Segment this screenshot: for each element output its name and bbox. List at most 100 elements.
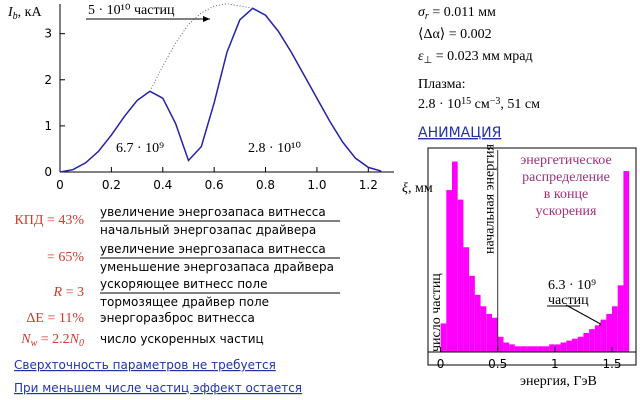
bar: [503, 342, 510, 352]
text-part: , мм: [408, 181, 433, 196]
bar: [457, 199, 464, 352]
text-part: R: [53, 285, 63, 300]
bar: [612, 306, 618, 352]
bar: [572, 338, 578, 352]
bar: [532, 346, 538, 352]
count-label: 6.3 · 10⁹: [548, 278, 596, 293]
annotation: 2.8 · 10¹⁰: [248, 141, 301, 156]
x-tick-label: 1.0: [307, 178, 326, 192]
bar: [446, 190, 452, 352]
denominator: начальный энергозапас драйвера: [100, 223, 316, 237]
x-tick-label: 1.2: [359, 178, 378, 192]
x-tick-label: 0: [56, 178, 64, 192]
link[interactable]: Сверхточность параметров не требуется: [14, 358, 276, 372]
x-tick-label: 0.2: [102, 178, 121, 192]
text-part: ε: [418, 49, 424, 64]
bar: [509, 344, 515, 352]
description: в конце: [544, 187, 588, 202]
text-part: ⊥: [424, 55, 433, 66]
text-part: I: [7, 5, 14, 20]
description: распределение: [522, 170, 610, 185]
bar: [566, 340, 572, 352]
bar: [480, 306, 487, 352]
ratio-label: КПД = 43%: [14, 213, 84, 228]
quantity-text: энергоразброс витнесса: [100, 311, 255, 325]
y-tick-label: 1: [44, 119, 52, 133]
text-part: 15: [461, 96, 471, 107]
annotation: 6.7 · 10⁹: [116, 141, 164, 156]
text-part: b: [13, 11, 18, 22]
bar: [594, 325, 601, 352]
text-part: σ: [418, 5, 426, 20]
text-part: = 0.011 мм: [429, 5, 496, 20]
ratio-label: R = 3: [53, 285, 84, 300]
text-part: = 0.023 мм мрад: [432, 49, 532, 64]
text-part: w: [31, 338, 38, 349]
bar: [486, 313, 492, 352]
text-part: 2.8 · 10: [418, 97, 461, 112]
text-part: ⟨Δα⟩ = 0.002: [418, 27, 492, 42]
text-part: ΔE = 11%: [26, 311, 84, 326]
x-tick-label: 0.4: [153, 178, 172, 192]
bar: [440, 323, 447, 352]
bar: [492, 317, 498, 352]
text-part: = 3: [62, 285, 84, 300]
denominator: уменьшение энергозапаса драйвера: [100, 260, 334, 274]
plasma-value: 2.8 · 1015 см−3, 51 см: [418, 96, 540, 112]
bar: [623, 171, 630, 352]
bar: [526, 346, 532, 352]
arrow: [565, 304, 607, 328]
animation-link[interactable]: АНИМАЦИЯ: [418, 125, 501, 141]
description: энергетическое: [520, 153, 611, 168]
text-part: = 65%: [47, 250, 84, 265]
y-tick-label: 3: [44, 27, 52, 41]
bar: [617, 285, 624, 352]
ratio-label: = 65%: [47, 250, 84, 265]
bar: [537, 346, 544, 352]
x-tick-label: 1.5: [602, 357, 621, 371]
link[interactable]: При меньшем числе частиц эффект остается: [14, 381, 302, 395]
bar: [497, 336, 504, 352]
text-part: см: [471, 97, 490, 112]
marker-label: начальная энергия: [483, 144, 498, 254]
x-tick-label: 0.6: [205, 178, 224, 192]
y-tick-label: 2: [44, 73, 52, 87]
bar: [583, 332, 590, 352]
x-tick-label: 0: [437, 357, 445, 371]
bar: [514, 346, 521, 352]
bar: [549, 344, 555, 352]
plasma-title: Плазма:: [418, 77, 466, 92]
quantity-label: ΔE = 11%: [26, 311, 84, 326]
bar: [560, 342, 567, 352]
text-part: r: [425, 11, 429, 22]
bar: [554, 344, 561, 352]
text-part: 0: [79, 338, 84, 349]
text-part: ξ: [402, 181, 408, 196]
x-axis-label: ξ, мм: [402, 181, 433, 196]
quantity-text: число ускоренных частиц: [100, 332, 264, 346]
text-part: , 51 см: [500, 97, 540, 112]
hist-frame: [427, 147, 637, 366]
annotation: 5 · 10¹⁰ частиц: [88, 3, 175, 18]
bar: [589, 329, 595, 352]
denominator: тормозящее драйвер поле: [100, 295, 269, 309]
parameter: ⟨Δα⟩ = 0.002: [418, 27, 492, 42]
bar: [606, 313, 612, 352]
parameter: ε⊥ = 0.023 мм мрад: [418, 49, 533, 66]
text-part: КПД = 43%: [14, 213, 84, 228]
x-tick-label: 0.5: [488, 357, 507, 371]
numerator: увеличение энергозапаса витнесса: [100, 242, 326, 256]
numerator: увеличение энергозапаса витнесса: [100, 205, 326, 219]
text-part: N: [69, 332, 80, 347]
text-part: −3: [490, 96, 501, 107]
quantity-label: Nw = 2.2N0: [20, 332, 84, 349]
bar: [452, 161, 458, 352]
y-axis-label: Ib, кА: [7, 5, 42, 22]
x-tick-label: 0.8: [256, 178, 275, 192]
x-axis-label: энергия, ГэВ: [520, 374, 597, 389]
parameter: σr = 0.011 мм: [418, 5, 496, 22]
bar: [520, 346, 527, 352]
text-part: = 2.2: [37, 332, 69, 347]
bar: [577, 336, 584, 352]
